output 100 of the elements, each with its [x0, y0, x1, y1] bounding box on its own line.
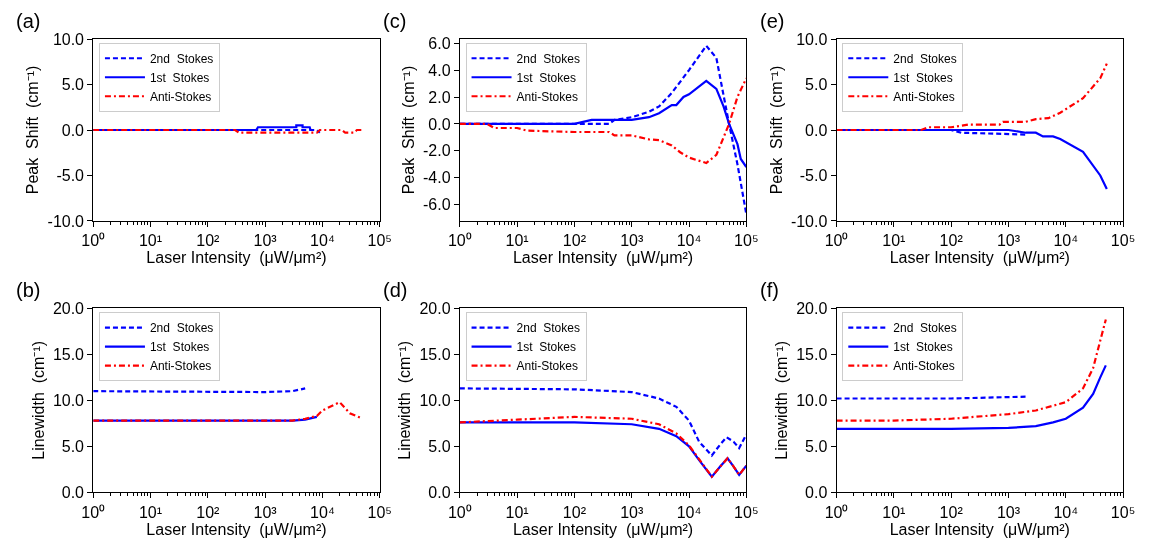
- x-tick-label: 10³: [620, 503, 644, 521]
- y-tick-label: -10.0: [47, 212, 85, 230]
- x-tick-label: 10²: [196, 503, 221, 521]
- legend-label: 1st Stokes: [893, 340, 953, 355]
- legend-label: 2nd Stokes: [149, 321, 214, 336]
- chart-title: (c): [383, 10, 407, 32]
- y-tick-label: 5.0: [805, 437, 828, 455]
- legend-label: Anti-Stokes: [516, 89, 578, 104]
- x-tick-label: 10⁴: [310, 503, 335, 521]
- legend-label: Anti-Stokes: [149, 359, 212, 374]
- legend-label: 2nd Stokes: [516, 51, 580, 66]
- x-tick-label: 10⁴: [676, 232, 702, 250]
- legend-label: 2nd Stokes: [149, 51, 214, 66]
- y-tick-label: 0.0: [805, 483, 828, 501]
- y-axis-title: Linewidth (cm⁻¹): [396, 340, 414, 460]
- legend-label: Anti-Stokes: [149, 89, 212, 104]
- chart-title: (e): [760, 10, 785, 32]
- y-tick-label: 10.0: [419, 391, 451, 409]
- y-tick-label: 2.0: [428, 88, 451, 106]
- x-tick-label: 10⁵: [1110, 503, 1136, 521]
- x-tick-label: 10⁴: [676, 503, 702, 521]
- x-tick-label: 10⁰: [824, 503, 849, 521]
- y-tick-label: 5.0: [805, 76, 828, 94]
- x-tick-label: 10¹: [882, 503, 906, 521]
- x-tick-label: 10¹: [505, 503, 529, 521]
- x-tick-label: 10⁵: [734, 232, 759, 250]
- y-axis-title: Linewidth (cm⁻¹): [773, 340, 791, 460]
- y-tick-label: 10.0: [52, 30, 85, 48]
- x-tick-label: 10¹: [882, 232, 906, 250]
- y-tick-label: 15.0: [419, 345, 451, 363]
- x-tick-label: 10³: [253, 503, 278, 521]
- y-tick-label: 5.0: [428, 437, 451, 455]
- x-tick-label: 10²: [562, 232, 587, 250]
- x-axis-title: Laser Intensity (μW/μm²): [146, 249, 327, 267]
- x-axis-title: Laser Intensity (μW/μm²): [512, 249, 694, 267]
- x-tick-label: 10⁵: [734, 503, 759, 521]
- legend-label: 1st Stokes: [893, 70, 953, 85]
- legend-label: 1st Stokes: [149, 340, 210, 355]
- x-tick-label: 10⁵: [367, 232, 392, 250]
- x-tick-label: 10²: [939, 232, 964, 250]
- y-tick-label: 15.0: [796, 345, 828, 363]
- x-tick-label: 10¹: [138, 232, 163, 250]
- y-tick-label: -10.0: [790, 212, 828, 230]
- x-tick-label: 10³: [996, 503, 1021, 521]
- y-tick-label: 5.0: [61, 76, 85, 94]
- y-tick-label: 5.0: [61, 437, 85, 455]
- y-tick-label: -4.0: [423, 169, 451, 187]
- chart-title: (d): [383, 279, 408, 301]
- x-tick-label: 10⁴: [310, 232, 335, 250]
- x-tick-label: 10²: [562, 503, 587, 521]
- y-tick-label: 20.0: [796, 299, 828, 317]
- x-tick-label: 10³: [253, 232, 278, 250]
- x-tick-label: 10⁰: [824, 232, 849, 250]
- x-tick-label: 10⁰: [447, 232, 472, 250]
- y-tick-label: -5.0: [56, 167, 85, 185]
- y-tick-label: 10.0: [52, 391, 85, 409]
- y-tick-label: 20.0: [52, 299, 85, 317]
- y-tick-label: 6.0: [428, 34, 451, 52]
- legend-label: 2nd Stokes: [516, 321, 580, 336]
- x-tick-label: 10⁵: [1110, 232, 1136, 250]
- y-tick-label: 0.0: [428, 115, 451, 133]
- y-tick-label: 0.0: [428, 483, 451, 501]
- x-axis-title: Laser Intensity (μW/μm²): [889, 520, 1070, 538]
- y-axis-title: Peak Shift (cm⁻¹): [767, 65, 785, 195]
- y-tick-label: 10.0: [796, 30, 828, 48]
- x-tick-label: 10⁵: [367, 503, 392, 521]
- y-tick-label: 20.0: [419, 299, 451, 317]
- y-axis-title: Peak Shift (cm⁻¹): [24, 65, 42, 195]
- x-tick-label: 10⁰: [81, 232, 106, 250]
- y-tick-label: -6.0: [423, 196, 451, 214]
- y-tick-label: 10.0: [796, 391, 828, 409]
- chart-title: (b): [16, 279, 41, 301]
- legend-label: 2nd Stokes: [893, 321, 957, 336]
- legend-label: 1st Stokes: [516, 340, 576, 355]
- x-tick-label: 10¹: [505, 232, 529, 250]
- x-tick-label: 10⁰: [447, 503, 472, 521]
- y-tick-label: -2.0: [423, 142, 451, 160]
- legend-label: Anti-Stokes: [516, 359, 578, 374]
- y-tick-label: 0.0: [61, 121, 85, 139]
- y-tick-label: -5.0: [799, 167, 828, 185]
- x-tick-label: 10³: [620, 232, 644, 250]
- x-tick-label: 10²: [939, 503, 964, 521]
- y-axis-title: Linewidth (cm⁻¹): [29, 340, 47, 460]
- chart-title: (a): [16, 10, 41, 32]
- legend-label: 1st Stokes: [149, 70, 210, 85]
- x-tick-label: 10¹: [138, 503, 163, 521]
- x-tick-label: 10²: [196, 232, 221, 250]
- y-tick-label: 0.0: [805, 121, 828, 139]
- legend-label: 2nd Stokes: [893, 51, 957, 66]
- chart-title: (f): [760, 279, 779, 301]
- y-tick-label: 15.0: [52, 345, 85, 363]
- x-axis-title: Laser Intensity (μW/μm²): [146, 520, 327, 538]
- legend-label: 1st Stokes: [516, 70, 576, 85]
- x-tick-label: 10⁴: [1053, 503, 1079, 521]
- y-tick-label: 4.0: [428, 61, 451, 79]
- y-axis-title: Peak Shift (cm⁻¹): [399, 65, 417, 195]
- y-tick-label: 0.0: [61, 483, 85, 501]
- legend-label: Anti-Stokes: [893, 359, 955, 374]
- x-tick-label: 10⁴: [1053, 232, 1079, 250]
- x-axis-title: Laser Intensity (μW/μm²): [512, 520, 694, 538]
